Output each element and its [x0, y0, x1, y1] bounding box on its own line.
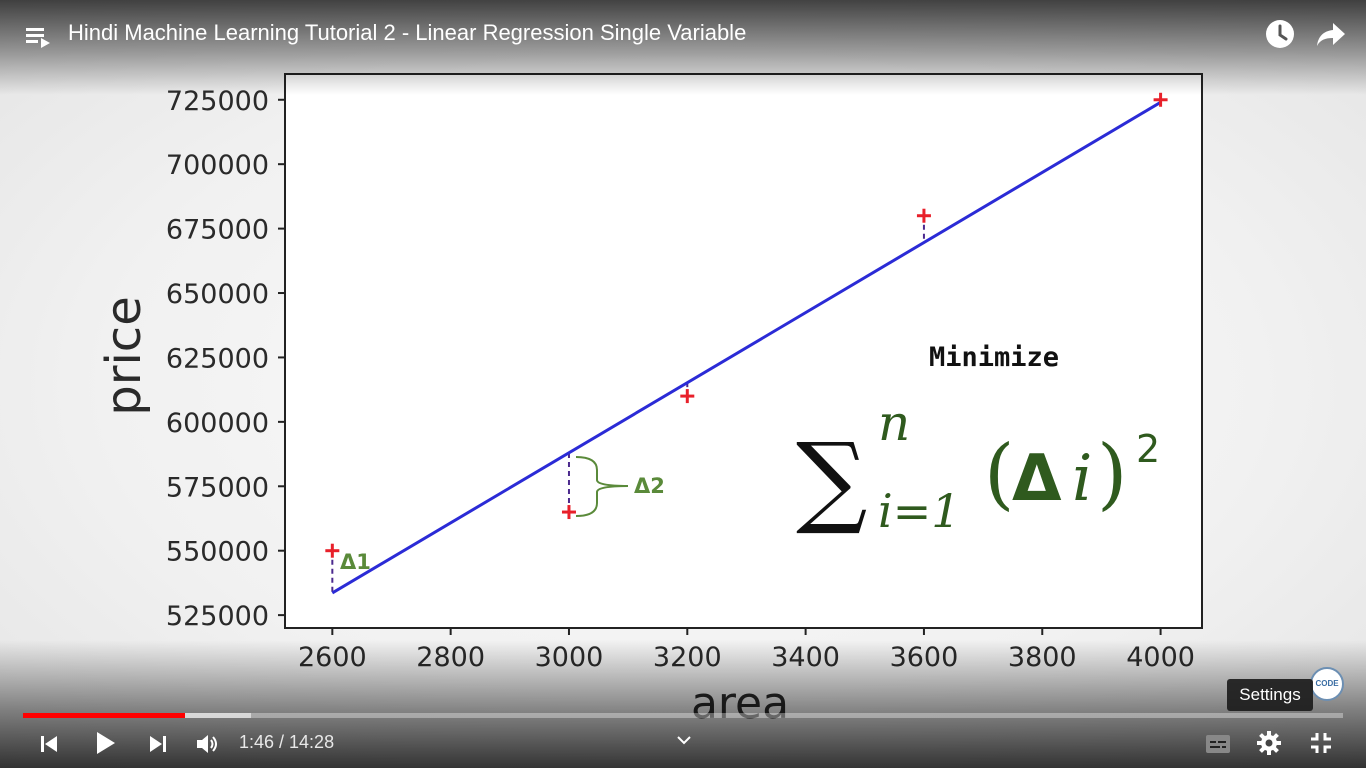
exit-fullscreen-icon[interactable]: [1305, 727, 1337, 759]
x-axis-label: area: [691, 678, 789, 729]
formula-index: i: [1072, 442, 1092, 516]
sum-subscript: i=1: [878, 484, 961, 538]
title-bar: Hindi Machine Learning Tutorial 2 - Line…: [0, 0, 1366, 68]
y-tick-label: 525000: [166, 601, 269, 632]
regression-line: [331, 101, 1162, 595]
sum-superscript: n: [878, 394, 910, 452]
tooltip-text: Settings: [1239, 685, 1301, 704]
progress-bar[interactable]: [23, 713, 1343, 718]
chevron-down-icon[interactable]: [672, 730, 696, 750]
x-tick-label: 4000: [1126, 642, 1195, 673]
delta2-brace: [575, 456, 629, 517]
share-icon[interactable]: [1313, 16, 1349, 52]
data-point: [916, 208, 931, 223]
progress-played: [23, 713, 185, 718]
delta1-label: Δ1: [340, 550, 371, 574]
x-tick-label: 3000: [535, 642, 604, 673]
y-tick-label: 675000: [166, 215, 269, 246]
settings-tooltip: Settings: [1227, 679, 1313, 711]
time-display: 1:46 / 14:28: [239, 732, 335, 752]
channel-logo-text: CODE: [1315, 679, 1339, 688]
clock-icon[interactable]: [1262, 16, 1298, 52]
captions-icon[interactable]: [1202, 729, 1234, 759]
formula-delta: Δ: [1012, 442, 1062, 516]
y-tick-label: 575000: [166, 472, 269, 503]
sum-symbol: ∑: [796, 421, 867, 538]
y-tick-label: 550000: [166, 537, 269, 568]
x-tick-label: 3400: [771, 642, 840, 673]
x-tick-label: 3800: [1008, 642, 1077, 673]
gear-icon[interactable]: [1253, 727, 1285, 759]
data-point: [561, 505, 576, 520]
previous-icon[interactable]: [34, 729, 64, 759]
next-icon[interactable]: [143, 729, 173, 759]
formula-exponent: 2: [1136, 427, 1160, 471]
x-tick-label: 3200: [653, 642, 722, 673]
channel-logo[interactable]: CODE: [1310, 667, 1344, 701]
minimize-label: Minimize: [929, 342, 1059, 373]
video-title[interactable]: Hindi Machine Learning Tutorial 2 - Line…: [68, 20, 747, 45]
y-axis-label: price: [96, 296, 152, 415]
y-tick-label: 725000: [166, 86, 269, 117]
x-tick-label: 2800: [416, 642, 485, 673]
y-tick-label: 625000: [166, 343, 269, 374]
x-tick-label: 3600: [890, 642, 959, 673]
y-tick-label: 650000: [166, 279, 269, 310]
data-point: [1153, 92, 1168, 107]
data-point: [680, 389, 695, 404]
delta2-label: Δ2: [634, 474, 665, 498]
play-icon[interactable]: [88, 726, 122, 760]
formula-close-paren: ): [1097, 429, 1127, 519]
y-tick-label: 600000: [166, 408, 269, 439]
volume-icon[interactable]: [192, 729, 224, 759]
y-tick-label: 700000: [166, 150, 269, 181]
x-tick-label: 2600: [298, 642, 367, 673]
formula-open-paren: (: [984, 429, 1014, 519]
playlist-icon[interactable]: [22, 20, 54, 52]
data-point: [325, 543, 340, 558]
